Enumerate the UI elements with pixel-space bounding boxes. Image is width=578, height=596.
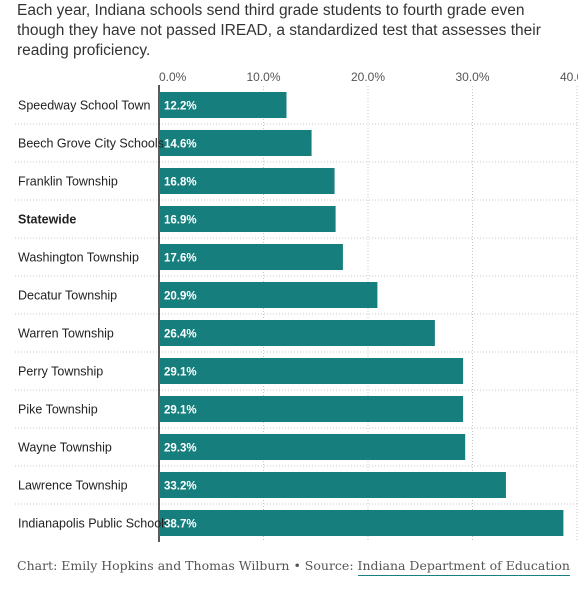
category-label: Perry Township	[18, 365, 103, 379]
category-label: Indianapolis Public Schools	[18, 517, 170, 531]
data-label: 14.6%	[164, 139, 197, 151]
bar	[159, 320, 435, 346]
data-label: 17.6%	[164, 253, 197, 265]
category-label: Washington Township	[18, 251, 139, 265]
bar	[159, 206, 336, 232]
category-label: Speedway School Town	[18, 99, 151, 113]
x-tick-label: 30.0%	[455, 70, 489, 84]
bar	[159, 510, 564, 536]
chart-subtitle: Each year, Indiana schools send third gr…	[17, 2, 541, 59]
data-label: 29.1%	[164, 405, 197, 417]
x-tick-label: 20.0%	[351, 70, 385, 84]
gridlines	[15, 85, 578, 542]
source-credit: Chart: Emily Hopkins and Thomas Wilburn …	[17, 558, 358, 573]
labels: 0.0% 10.0% 20.0% 30.0% 40.0% Speedway School …	[18, 70, 578, 531]
source-link[interactable]: Indiana Department of Education	[357, 558, 570, 576]
bar	[159, 244, 343, 270]
chart-source: Chart: Emily Hopkins and Thomas Wilburn …	[17, 558, 570, 576]
x-tick-label: 40.0%	[560, 70, 578, 84]
category-label: Decatur Township	[18, 289, 117, 303]
bar	[159, 92, 287, 118]
data-label: 33.2%	[164, 481, 197, 493]
category-label: Pike Township	[18, 403, 98, 417]
data-label: 26.4%	[164, 329, 197, 341]
category-label: Warren Township	[18, 327, 114, 341]
data-label: 12.2%	[164, 101, 197, 113]
category-label: Statewide	[18, 213, 76, 227]
bar	[159, 130, 312, 156]
bar	[159, 282, 378, 308]
bar	[159, 358, 464, 384]
data-label: 16.8%	[164, 177, 197, 189]
data-label: 29.1%	[164, 367, 197, 379]
bar	[159, 168, 335, 194]
data-label: 16.9%	[164, 215, 197, 227]
bars	[159, 92, 564, 536]
data-label: 20.9%	[164, 291, 197, 303]
bar	[159, 434, 466, 460]
bar	[159, 472, 506, 498]
bar	[159, 396, 464, 422]
data-label: 38.7%	[164, 519, 197, 531]
data-label: 29.3%	[164, 443, 197, 455]
x-tick-label: 10.0%	[246, 70, 280, 84]
x-tick-label: 0.0%	[159, 70, 187, 84]
category-label: Lawrence Township	[18, 479, 128, 493]
category-label: Wayne Township	[18, 441, 112, 455]
category-label: Franklin Township	[18, 175, 118, 189]
category-label: Beech Grove City Schools	[18, 137, 164, 151]
